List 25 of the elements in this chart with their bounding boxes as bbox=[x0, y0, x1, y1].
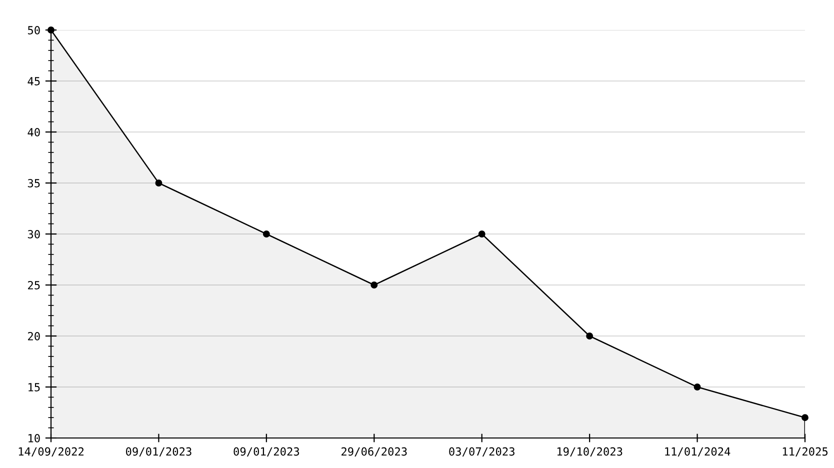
point bbox=[586, 332, 594, 340]
y-tick-label: 15 bbox=[28, 383, 40, 392]
x-tick-label: 19/10/2023 bbox=[557, 447, 622, 457]
point bbox=[155, 180, 162, 186]
y-tick-label: 35 bbox=[28, 179, 40, 188]
x-tick-label: 11/01/2024 bbox=[665, 447, 730, 457]
point bbox=[48, 26, 54, 34]
y-tick-label: 10 bbox=[28, 434, 40, 442]
x-tick-label: 11/2025 bbox=[782, 447, 828, 457]
x-tick-label: 29/06/2023 bbox=[342, 447, 407, 457]
y-tick-label: 25 bbox=[28, 281, 40, 290]
x-tick-label: 03/07/2023 bbox=[449, 447, 514, 457]
y-tick-label: 20 bbox=[28, 332, 40, 340]
point bbox=[802, 414, 808, 422]
point bbox=[370, 282, 378, 288]
y-tick-label: 45 bbox=[28, 77, 40, 86]
point bbox=[694, 384, 701, 390]
point bbox=[478, 230, 486, 238]
y-tick-label: 30 bbox=[28, 230, 40, 238]
point bbox=[262, 230, 270, 238]
x-tick-label: 09/01/2023 bbox=[234, 447, 300, 457]
x-tick-label: 14/09/2022 bbox=[18, 447, 84, 457]
y-tick-label: 50 bbox=[28, 26, 40, 34]
y-tick-label: 40 bbox=[28, 128, 40, 136]
x-tick-label: 09/01/2023 bbox=[126, 447, 192, 457]
